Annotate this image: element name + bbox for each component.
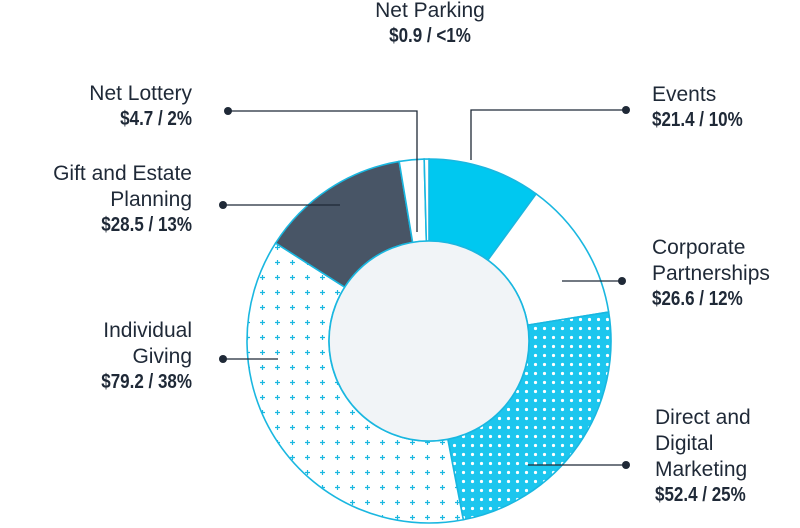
leader-line-events [470,109,626,160]
label-corporate-name: Corporate Partnerships [652,236,770,285]
label-direct: Direct and Digital Marketing $52.4 / 25% [655,405,800,508]
label-parking-value: $0.9 / <1% [389,25,471,47]
leader-dot-events [622,106,630,114]
label-events-value: $21.4 / 10% [652,109,743,131]
label-corporate-value: $26.6 / 12% [652,288,743,310]
leader-dot-gift [219,201,227,209]
leader-dot-direct [622,461,630,469]
label-gift: Gift and Estate Planning $28.5 / 13% [0,161,192,238]
donut-center [328,240,530,442]
label-parking-name: Net Parking [375,0,485,22]
label-direct-value: $52.4 / 25% [655,484,746,506]
label-events-name: Events [652,83,717,106]
label-individual-value: $79.2 / 38% [101,371,192,393]
label-lottery-value: $4.7 / 2% [120,108,192,130]
label-parking: Net Parking $0.9 / <1% [318,0,542,49]
label-lottery-name: Net Lottery [89,82,192,105]
leader-line-lottery [228,110,418,232]
label-events: Events $21.4 / 10% [652,82,800,133]
label-gift-name: Gift and Estate Planning [53,162,192,211]
label-individual: Individual Giving $79.2 / 38% [0,318,192,395]
label-gift-value: $28.5 / 13% [101,214,192,236]
label-individual-name: Individual Giving [103,319,192,368]
label-lottery: Net Lottery $4.7 / 2% [0,81,192,132]
label-direct-name: Direct and Digital Marketing [655,406,751,481]
leader-dot-lottery [224,107,232,115]
leader-dot-individual [219,355,227,363]
leader-dot-corporate [618,277,626,285]
leader-lines [219,106,630,469]
label-corporate: Corporate Partnerships $26.6 / 12% [652,235,800,312]
